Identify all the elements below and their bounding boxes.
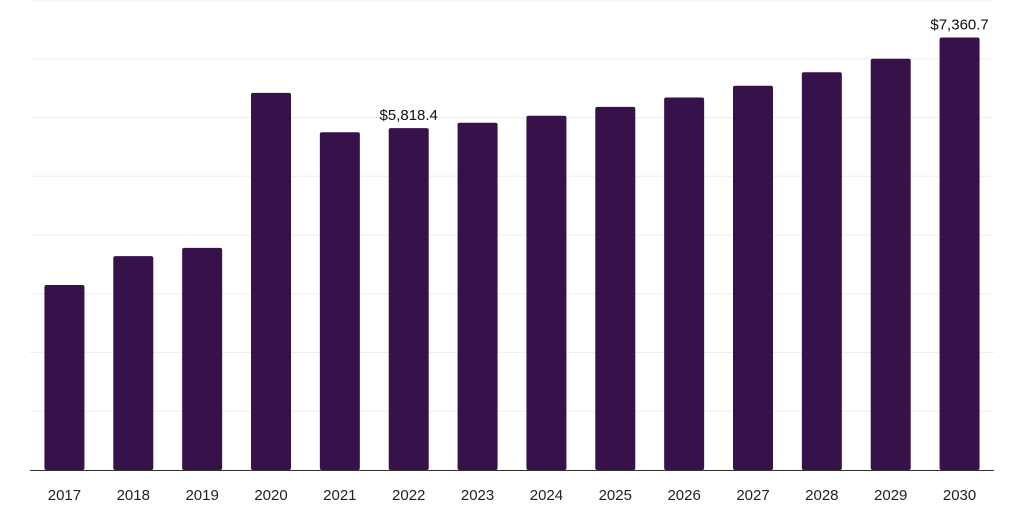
x-tick-label: 2027: [736, 487, 769, 504]
x-tick-label: 2025: [599, 487, 632, 504]
data-label: $5,818.4: [380, 107, 438, 124]
bars: [44, 37, 980, 471]
x-tick-labels: 2017 2018 2019 2020 2021 2022 2023 2024 2025 2026…: [48, 487, 977, 504]
data-label: $7,360.7: [930, 17, 988, 34]
x-tick-label: 2026: [667, 487, 700, 504]
x-tick-label: 2019: [185, 487, 218, 504]
bar-2017: [44, 284, 85, 470]
bar-2021: [319, 132, 360, 470]
x-tick-label: 2028: [805, 487, 838, 504]
bar-2019: [182, 247, 223, 470]
bar-2028: [801, 72, 842, 470]
bar-2020: [251, 92, 291, 470]
x-tick-label: 2024: [530, 487, 563, 504]
x-tick-label: 2018: [117, 487, 150, 504]
bar-2022: [388, 128, 429, 470]
bar-2024: [526, 115, 567, 471]
bar-2026: [664, 97, 705, 471]
bar-2027: [733, 85, 773, 471]
gridlines: [30, 0, 994, 471]
bar-2030: [939, 37, 980, 471]
data-labels: $5,818.4 $7,360.7: [380, 17, 989, 125]
x-tick-label: 2030: [943, 487, 976, 504]
x-tick-label: 2029: [874, 487, 907, 504]
bar-2025: [595, 106, 636, 471]
bar-2029: [870, 58, 911, 470]
x-tick-label: 2020: [254, 487, 287, 504]
x-tick-label: 2023: [461, 487, 494, 504]
x-tick-label: 2017: [48, 487, 81, 504]
x-tick-label: 2022: [392, 487, 425, 504]
bar-2023: [457, 122, 498, 470]
x-tick-label: 2021: [323, 487, 356, 504]
bar-2018: [113, 256, 154, 470]
